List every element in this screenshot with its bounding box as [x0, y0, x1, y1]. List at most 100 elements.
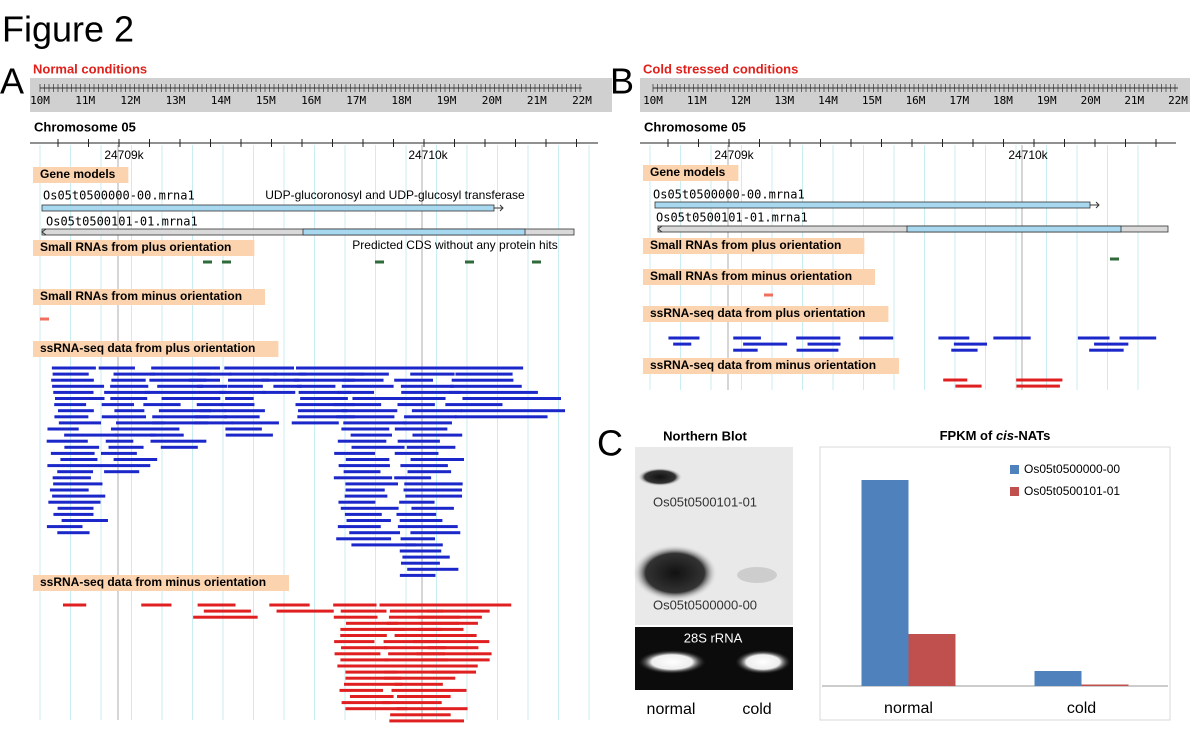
read — [333, 603, 377, 607]
small-rna — [764, 293, 773, 297]
read — [455, 372, 513, 376]
panel-label: C — [597, 423, 623, 464]
gene-arrow — [657, 225, 663, 233]
read — [333, 403, 382, 407]
read — [401, 390, 461, 394]
ruler-label: 16M — [906, 94, 926, 107]
read — [993, 336, 1031, 340]
rrna-label: 28S rRNA — [684, 630, 743, 645]
read — [54, 397, 105, 400]
read — [413, 640, 490, 644]
read — [196, 403, 223, 407]
read — [1016, 378, 1063, 382]
read — [47, 427, 79, 431]
read — [199, 390, 226, 394]
read — [199, 409, 226, 413]
read — [344, 682, 403, 686]
track-label: Small RNAs from plus orientation — [650, 238, 841, 252]
read — [344, 512, 382, 516]
ruler-label: 10M — [30, 94, 50, 107]
panel-label: A — [0, 61, 24, 102]
gene-arrow — [494, 204, 504, 212]
read — [343, 421, 407, 425]
read — [454, 415, 548, 419]
read — [400, 464, 448, 468]
read — [400, 537, 436, 541]
read — [342, 378, 384, 382]
track-label: ssRNA-seq data from minus orientation — [650, 358, 876, 372]
read — [379, 603, 444, 607]
read — [345, 621, 398, 625]
read — [114, 409, 145, 413]
track-label: Gene models — [650, 165, 726, 179]
read — [338, 500, 376, 504]
read — [264, 366, 294, 370]
x-tick-label: cold — [1067, 700, 1096, 717]
read — [62, 603, 87, 607]
read — [228, 378, 270, 382]
read — [51, 366, 96, 370]
read — [743, 342, 788, 346]
chart-title-part: -NATs — [1014, 428, 1050, 443]
read — [151, 366, 197, 370]
track-label-box — [33, 167, 129, 183]
read — [400, 384, 454, 388]
read — [61, 519, 108, 522]
read — [733, 336, 761, 340]
read — [394, 427, 448, 431]
read — [300, 397, 348, 400]
read — [298, 390, 352, 394]
read — [158, 409, 212, 413]
ruler-label: 22M — [1168, 94, 1188, 107]
read — [938, 336, 970, 340]
read — [219, 390, 266, 394]
read — [341, 409, 398, 413]
read — [399, 500, 435, 504]
read — [411, 409, 462, 413]
track-label: Gene models — [40, 167, 116, 181]
track-label: Small RNAs from minus orientation — [40, 289, 242, 303]
read — [398, 366, 458, 370]
read — [351, 445, 405, 449]
read — [384, 664, 450, 668]
read — [410, 458, 465, 461]
read — [340, 506, 399, 510]
track-label: Small RNAs from minus orientation — [650, 269, 852, 283]
read — [422, 658, 490, 662]
read — [1094, 342, 1129, 346]
read — [298, 409, 348, 413]
read — [49, 488, 89, 492]
read — [955, 384, 982, 388]
ruler-label: 20M — [1081, 94, 1101, 107]
ruler-label: 12M — [731, 94, 751, 107]
ruler-label: 19M — [1037, 94, 1057, 107]
read — [149, 378, 207, 382]
read — [396, 707, 468, 711]
read — [346, 519, 391, 522]
read — [337, 390, 375, 394]
read — [194, 415, 227, 419]
small-rna — [40, 317, 49, 321]
blot-title: Northern Blot — [663, 428, 747, 443]
read — [383, 640, 440, 644]
chart-frame — [819, 446, 1171, 721]
track-label: ssRNA-seq data from minus orientation — [40, 575, 266, 589]
read — [57, 506, 94, 510]
ruler-band — [640, 78, 1190, 112]
gene-model — [654, 201, 1091, 209]
read — [411, 506, 454, 510]
read — [104, 390, 151, 394]
read — [397, 439, 440, 443]
read — [160, 445, 198, 449]
read — [337, 525, 381, 529]
ruler-label: 21M — [527, 94, 547, 107]
read — [345, 488, 385, 492]
read — [341, 427, 390, 431]
read — [384, 676, 456, 680]
read — [449, 390, 538, 394]
read — [397, 695, 451, 698]
chart-title-part: FPKM of — [940, 428, 996, 443]
read — [337, 439, 387, 443]
read — [394, 634, 443, 637]
read — [224, 409, 265, 413]
